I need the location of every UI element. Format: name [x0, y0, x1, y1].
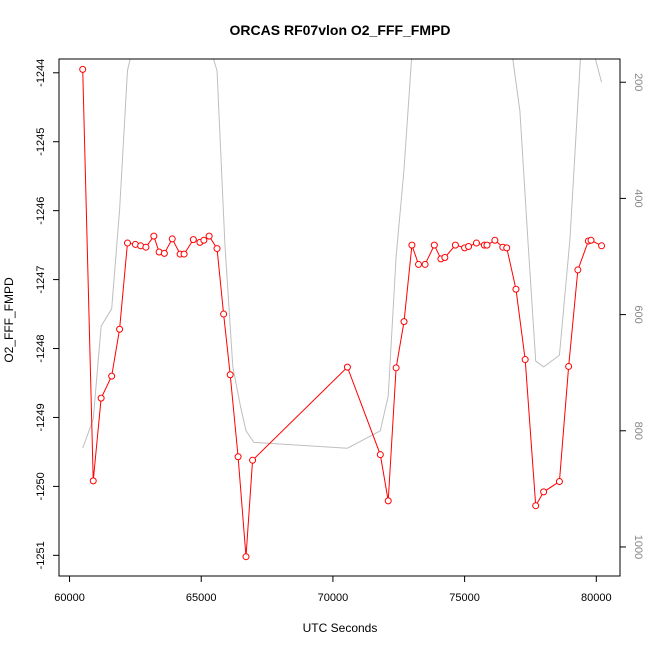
data-point [376, 451, 384, 459]
x-tick-label: 75000 [449, 592, 480, 604]
data-point [384, 497, 392, 505]
data-point [441, 254, 449, 262]
y-axis-label: O2_FFF_FMPD [2, 277, 16, 363]
y2-tick-label: 800 [632, 422, 644, 440]
y-tick-label: -1246 [35, 197, 47, 225]
data-point [168, 235, 176, 243]
x-axis-label: UTC Seconds [303, 621, 378, 635]
data-point [587, 236, 595, 244]
x-tick-label: 80000 [581, 592, 612, 604]
data-point [220, 310, 228, 318]
data-point [108, 372, 116, 380]
data-point [142, 243, 150, 251]
data-point [532, 502, 540, 510]
data-point [242, 553, 250, 561]
data-point [472, 239, 480, 247]
y-tick-label: -1251 [35, 541, 47, 569]
y2-tick-label: 1000 [632, 535, 644, 559]
y-tick-label: -1249 [35, 403, 47, 431]
y-tick-label: -1245 [35, 128, 47, 156]
y-tick-label: -1244 [35, 59, 47, 87]
data-point [574, 266, 582, 274]
data-point [249, 456, 257, 464]
data-point [213, 245, 221, 253]
data-point [512, 285, 520, 293]
data-point [598, 242, 606, 250]
data-point [189, 236, 197, 244]
data-point [392, 364, 400, 372]
data-point [430, 241, 438, 249]
series-layer [79, 59, 606, 561]
x-tick-label: 70000 [318, 592, 349, 604]
y2-tick-label: 600 [632, 305, 644, 323]
series-line-right-axis [82, 59, 603, 449]
data-point [205, 232, 213, 240]
y-tick-label: -1247 [35, 266, 47, 294]
data-point [160, 249, 168, 257]
data-point [415, 260, 423, 268]
data-point [555, 478, 563, 486]
x-tick-label: 60000 [54, 592, 85, 604]
data-point [465, 242, 473, 250]
x-tick-label: 65000 [186, 592, 217, 604]
data-point [521, 356, 529, 364]
data-point [400, 318, 408, 326]
data-point [180, 250, 188, 258]
plot-frame [58, 58, 621, 577]
data-point [483, 241, 491, 249]
data-point [503, 244, 511, 252]
data-point [343, 363, 351, 371]
data-point [421, 260, 429, 268]
data-point [540, 488, 548, 496]
data-point [226, 371, 234, 379]
data-point [491, 236, 499, 244]
data-point [97, 394, 105, 402]
data-point [116, 325, 124, 333]
data-point [451, 241, 459, 249]
data-point [79, 65, 87, 73]
data-point [408, 241, 416, 249]
data-point [123, 239, 131, 247]
data-point [150, 232, 158, 240]
data-point [200, 236, 208, 244]
data-point [565, 362, 573, 370]
chart-title: ORCAS RF07vlon O2_FFF_FMPD [230, 22, 451, 38]
data-point [89, 477, 97, 485]
y2-tick-label: 200 [632, 73, 644, 91]
y-tick-label: -1250 [35, 472, 47, 500]
data-point [234, 453, 242, 461]
y-tick-label: -1248 [35, 334, 47, 362]
y2-tick-label: 400 [632, 189, 644, 207]
